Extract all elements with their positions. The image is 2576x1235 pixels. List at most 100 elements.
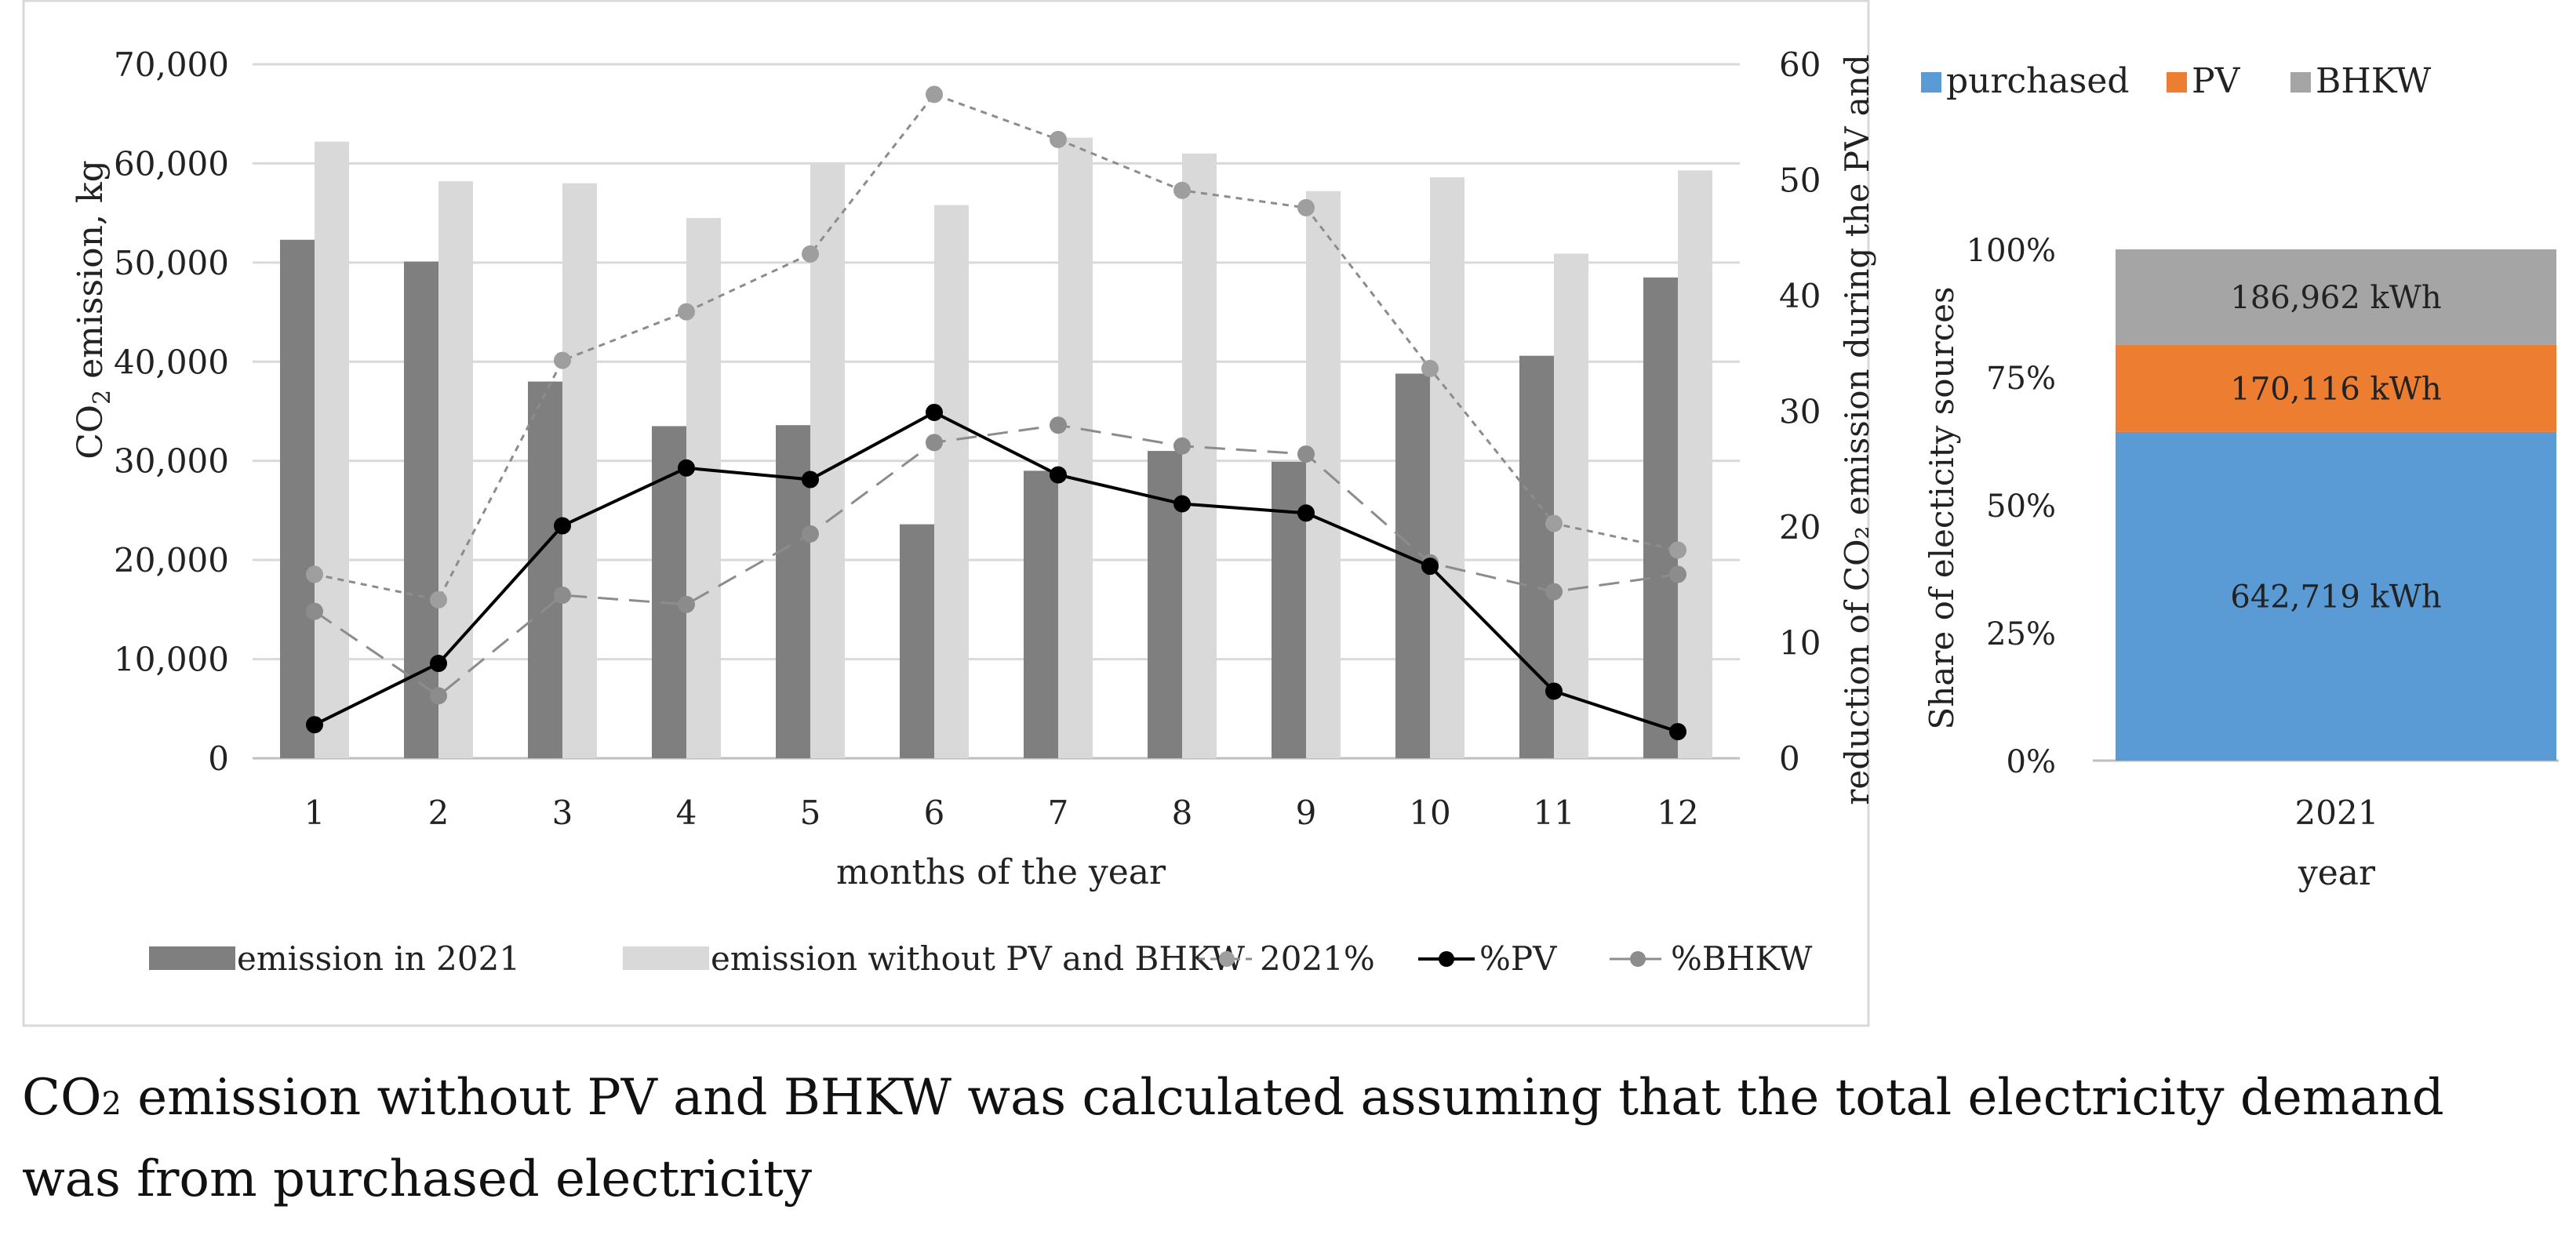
x-tick-label: 10 — [1409, 794, 1450, 832]
bar-emission-2021 — [280, 239, 315, 758]
marker-2021pct- — [1050, 130, 1067, 148]
left-chart-bars — [280, 137, 1712, 759]
x-axis-label: months of the year — [836, 852, 1166, 892]
legend-label: 2021% — [1260, 939, 1375, 978]
y-tick-label: 0 — [208, 739, 229, 778]
marker-2021pct- — [802, 245, 819, 263]
y2-tick-label: 40 — [1779, 277, 1821, 315]
y2-axis-label: reduction of CO₂ emission during the PV … — [1838, 54, 1876, 805]
y-tick-label: 30,000 — [114, 442, 229, 481]
marker-pct-pv — [1669, 723, 1686, 741]
legend-label: %PV — [1479, 939, 1557, 978]
y-tick-label: 25% — [1986, 616, 2056, 652]
bar-emission-without-pv-bhkw — [686, 217, 721, 758]
line-2021pct- — [314, 93, 1679, 601]
legend-swatch — [2290, 72, 2311, 93]
bar-emission-2021 — [900, 524, 934, 758]
right-chart-bars: 642,719 kWh 170,116 kWh 186,962 kWh — [2116, 249, 2556, 761]
x-tick-label: 2 — [428, 794, 449, 832]
marker-pct-bhkw — [430, 687, 447, 705]
bar-emission-without-pv-bhkw — [1058, 137, 1093, 759]
marker-pct-pv — [1421, 558, 1439, 576]
left-chart-lines — [306, 85, 1686, 741]
x-tick-label: 4 — [676, 794, 697, 832]
legend-swatch-marker — [1219, 951, 1235, 967]
marker-pct-pv — [1050, 466, 1067, 484]
legend-swatch-marker — [1439, 951, 1454, 967]
marker-2021pct- — [1297, 198, 1315, 216]
legend-label: PV — [2192, 61, 2241, 101]
y-tick-label: 100% — [1967, 233, 2056, 269]
legend-label: emission in 2021 — [237, 939, 520, 978]
marker-pct-bhkw — [1050, 416, 1067, 434]
bar-emission-without-pv-bhkw — [810, 163, 845, 758]
caption-subscript: 2 — [101, 1086, 122, 1122]
y-tick-label: 50,000 — [114, 244, 229, 282]
x-tick-label: 3 — [552, 794, 573, 832]
y-axis-label: CO2 emission, kg — [71, 160, 116, 459]
legend-label: emission without PV and BHKW — [711, 939, 1246, 978]
marker-pct-bhkw — [802, 525, 819, 543]
bar-emission-without-pv-bhkw — [934, 205, 969, 758]
marker-pct-bhkw — [1297, 445, 1315, 463]
bar-emission-2021 — [528, 381, 562, 758]
marker-2021pct- — [1669, 541, 1686, 559]
x-tick-label: 11 — [1533, 794, 1574, 832]
marker-pct-pv — [554, 517, 571, 535]
marker-pct-pv — [306, 716, 323, 734]
bar-emission-2021 — [404, 261, 438, 758]
y-tick-label: 70,000 — [114, 45, 229, 84]
x-tick-label: 5 — [800, 794, 821, 832]
marker-2021pct- — [430, 590, 447, 608]
stack-segment-pv — [2116, 344, 2556, 432]
bar-emission-without-pv-bhkw — [438, 181, 473, 758]
bar-emission-without-pv-bhkw — [1182, 153, 1217, 759]
y-tick-label: 20,000 — [114, 541, 229, 579]
marker-pct-pv — [802, 470, 819, 489]
y2-tick-label: 60 — [1779, 45, 1821, 84]
stack-segment-bhkw — [2116, 249, 2556, 345]
marker-pct-pv — [926, 403, 943, 421]
bar-emission-without-pv-bhkw — [562, 183, 597, 758]
right-chart-legend: purchased PV BHKW — [1921, 61, 2432, 101]
segment-data-label: 642,719 kWh — [2230, 579, 2441, 615]
x-tick-label: 1 — [304, 794, 326, 832]
x-tick-label: 2021 — [2295, 794, 2379, 832]
marker-pct-bhkw — [1669, 565, 1686, 583]
legend-label: BHKW — [2316, 61, 2432, 101]
bar-emission-without-pv-bhkw — [1306, 191, 1341, 759]
marker-2021pct- — [1173, 181, 1191, 199]
legend-swatch-bar — [149, 946, 235, 970]
y-tick-label: 60,000 — [114, 144, 229, 183]
right-chart-tick-labels: 0% 25% 50% 75% 100% 2021 — [1967, 233, 2379, 832]
marker-pct-pv — [1297, 504, 1315, 522]
marker-pct-pv — [1545, 682, 1563, 700]
marker-2021pct- — [1421, 359, 1439, 377]
y-tick-label: 0% — [2007, 744, 2056, 780]
line-pct-bhkw — [314, 423, 1679, 698]
y2-tick-label: 30 — [1779, 393, 1821, 431]
left-chart-gridlines — [253, 63, 1740, 760]
y-tick-label: 10,000 — [114, 641, 229, 679]
bar-emission-without-pv-bhkw — [315, 141, 349, 759]
marker-pct-pv — [430, 655, 447, 673]
bar-emission-without-pv-bhkw — [1678, 170, 1712, 758]
y2-tick-label: 10 — [1779, 624, 1821, 663]
y2-tick-label: 0 — [1779, 739, 1800, 778]
left-chart-tick-labels: 0 10,000 20,000 30,000 40,000 50,000 60,000 70,… — [114, 45, 1821, 832]
marker-pct-bhkw — [678, 595, 695, 613]
segment-data-label: 186,962 kWh — [2230, 280, 2441, 316]
share-axis-label: Share of electicity sources — [1923, 286, 1961, 729]
marker-2021pct- — [306, 565, 323, 583]
marker-2021pct- — [554, 351, 571, 369]
legend-label: %BHKW — [1671, 939, 1813, 978]
marker-pct-pv — [678, 459, 695, 477]
x-tick-label: 12 — [1657, 794, 1698, 832]
y-tick-label: 50% — [1986, 489, 2056, 525]
marker-pct-bhkw — [306, 602, 323, 620]
marker-pct-bhkw — [1173, 437, 1191, 455]
y2-tick-label: 20 — [1779, 508, 1821, 547]
marker-pct-pv — [1173, 495, 1191, 513]
x-tick-label: 7 — [1048, 794, 1069, 832]
